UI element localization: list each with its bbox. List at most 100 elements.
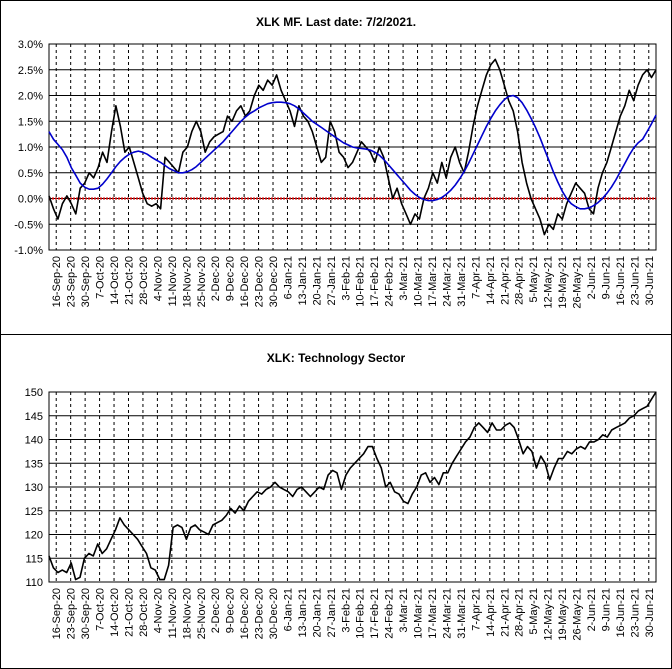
x-tick-label: 7-Apr-21	[470, 256, 482, 299]
x-tick-label: 2-Dec-20	[210, 256, 222, 301]
y-tick-label: 0.0%	[18, 194, 43, 206]
x-tick-label: 3-Feb-21	[340, 588, 352, 633]
x-tick-label: 2-Jun-21	[586, 588, 598, 631]
x-tick-label: 19-May-21	[557, 588, 569, 641]
x-tick-label: 14-Oct-20	[109, 588, 121, 637]
x-tick-label: 30-Dec-20	[268, 588, 280, 639]
x-tick-label: 27-Jan-21	[326, 588, 338, 638]
x-tick-label: 16-Sep-20	[51, 588, 63, 639]
x-tick-label: 27-Jan-21	[326, 256, 338, 306]
x-tick-label: 7-Oct-20	[95, 256, 107, 299]
x-tick-label: 28-Oct-20	[138, 588, 150, 637]
x-tick-label: 4-Nov-20	[152, 256, 164, 301]
x-tick-label: 16-Dec-20	[239, 588, 251, 639]
x-tick-label: 3-Mar-21	[398, 256, 410, 301]
x-tick-label: 21-Apr-21	[499, 256, 511, 305]
x-tick-label: 9-Jun-21	[600, 256, 612, 299]
y-tick-label: 145	[25, 411, 43, 423]
y-tick-label: 2.0%	[18, 91, 43, 103]
y-tick-label: 2.5%	[18, 65, 43, 77]
x-tick-label: 30-Jun-21	[644, 588, 656, 638]
x-tick-label: 24-Feb-21	[384, 256, 396, 307]
x-tick-label: 28-Oct-20	[138, 256, 150, 305]
x-tick-label: 13-Jan-21	[297, 588, 309, 638]
x-tick-label: 6-Jan-21	[282, 256, 294, 299]
x-tick-label: 5-May-21	[528, 588, 540, 634]
plot-area-bottom: 150 145 140 135 130 125 120 115 110 16-Sep-20 23-S…	[25, 387, 657, 641]
x-tick-label: 6-Jan-21	[282, 588, 294, 631]
x-tick-label: 24-Mar-21	[441, 588, 453, 639]
y-tick-label: 1.0%	[18, 142, 43, 154]
y-tick-label: -0.5%	[14, 219, 43, 231]
x-tick-label: 3-Mar-21	[398, 588, 410, 633]
x-tick-label: 7-Apr-21	[470, 588, 482, 631]
x-tick-label: 31-Mar-21	[456, 588, 468, 639]
x-tick-label: 25-Nov-20	[196, 256, 208, 307]
x-tick-label: 20-Jan-21	[311, 256, 323, 306]
x-tick-label: 4-Nov-20	[152, 588, 164, 633]
series-line-secondary	[48, 94, 657, 210]
x-tick-label: 13-Jan-21	[297, 256, 309, 306]
x-tick-label: 9-Dec-20	[225, 588, 237, 633]
x-tick-label: 12-May-21	[543, 588, 555, 641]
x-tick-label: 30-Dec-20	[268, 256, 280, 307]
x-tick-label: 30-Sep-20	[80, 588, 92, 639]
x-tick-label: 28-Apr-21	[514, 588, 526, 637]
x-tick-label: 26-May-21	[572, 256, 584, 309]
x-tick-label: 11-Nov-20	[167, 588, 179, 639]
chart-title-bottom: XLK: Technology Sector	[267, 351, 406, 365]
y-tick-label: -1.0%	[14, 245, 43, 257]
x-tick-label: 11-Nov-20	[167, 256, 179, 307]
chart-title-top: XLK MF. Last date: 7/2/2021.	[256, 15, 416, 29]
x-tick-label: 2-Dec-20	[210, 588, 222, 633]
x-tick-label: 21-Apr-21	[499, 588, 511, 637]
x-tick-label: 9-Dec-20	[225, 256, 237, 301]
x-tick-label: 31-Mar-21	[456, 256, 468, 307]
x-tick-label: 17-Feb-21	[369, 588, 381, 639]
x-tick-label: 21-Oct-20	[123, 588, 135, 637]
plot-area-top: 3.0% 2.5% 2.0% 1.5% 1.0% 0.5% 0.0% -0.5% -1.0% 16…	[14, 39, 657, 309]
x-tick-label: 10-Mar-21	[413, 588, 425, 639]
x-tick-label: 23-Sep-20	[66, 588, 78, 639]
x-tick-label: 18-Nov-20	[181, 256, 193, 307]
y-tick-label: 1.5%	[18, 116, 43, 128]
x-tick-label: 19-May-21	[557, 256, 569, 309]
y-tick-label: 0.5%	[18, 168, 43, 180]
x-tick-label: 16-Dec-20	[239, 256, 251, 307]
x-tick-label: 23-Sep-20	[66, 256, 78, 307]
x-tick-label: 24-Feb-21	[384, 588, 396, 639]
x-tick-label: 30-Sep-20	[80, 256, 92, 307]
x-tick-label: 10-Feb-21	[355, 256, 367, 307]
x-tick-label: 24-Mar-21	[441, 256, 453, 307]
x-tick-label: 23-Dec-20	[254, 256, 266, 307]
x-tick-label: 23-Jun-21	[629, 256, 641, 306]
x-tick-label: 9-Jun-21	[600, 588, 612, 631]
x-tick-label: 17-Mar-21	[427, 256, 439, 307]
y-tick-label: 135	[25, 458, 43, 470]
x-tick-label: 20-Jan-21	[311, 588, 323, 638]
y-tick-label: 150	[25, 387, 43, 399]
x-tick-label: 17-Feb-21	[369, 256, 381, 307]
y-tick-label: 3.0%	[18, 39, 43, 51]
y-tick-label: 125	[25, 506, 43, 518]
x-tick-label: 14-Oct-20	[109, 256, 121, 305]
x-tick-label: 25-Nov-20	[196, 588, 208, 639]
y-tick-label: 115	[25, 553, 43, 565]
y-tick-label: 130	[25, 482, 43, 494]
x-tick-label: 7-Oct-20	[95, 588, 107, 631]
x-tick-label: 16-Sep-20	[51, 256, 63, 307]
x-tick-label: 10-Feb-21	[355, 588, 367, 639]
x-tick-label: 10-Mar-21	[413, 256, 425, 307]
x-tick-label: 21-Oct-20	[123, 256, 135, 305]
x-tick-label: 26-May-21	[572, 588, 584, 641]
x-tick-label: 18-Nov-20	[181, 588, 193, 639]
x-tick-label: 16-Jun-21	[615, 256, 627, 306]
x-tick-label: 14-Apr-21	[485, 588, 497, 637]
series-line-primary	[48, 391, 657, 581]
x-tick-label: 28-Apr-21	[514, 256, 526, 305]
series-line-primary	[48, 58, 657, 236]
y-tick-label: 120	[25, 530, 43, 542]
x-tick-label: 16-Jun-21	[615, 588, 627, 638]
